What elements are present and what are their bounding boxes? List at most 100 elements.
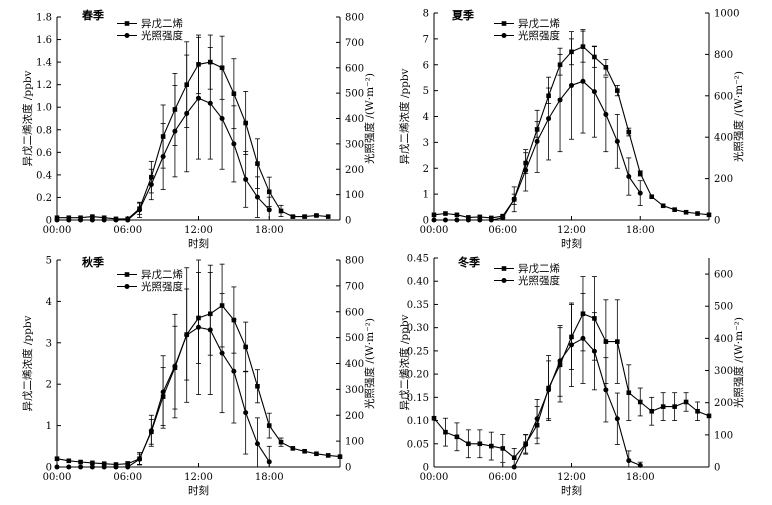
left-tick-label: 3: [46, 338, 52, 349]
left-tick-label: 0.2: [36, 193, 52, 204]
legend-circle-marker: [501, 278, 507, 283]
data-point-square: [314, 451, 319, 457]
x-tick-label: 00:00: [43, 472, 72, 483]
data-point-circle: [196, 324, 201, 330]
data-point-circle: [580, 78, 586, 84]
series-line: [57, 61, 329, 220]
legend-label: 异戊二烯: [141, 17, 183, 30]
data-point-square: [54, 456, 60, 462]
data-point-square: [695, 408, 700, 414]
x-tick-label: 18:00: [255, 225, 284, 236]
data-point-square: [278, 439, 284, 445]
season-title: 夏季: [452, 8, 475, 22]
data-point-circle: [637, 462, 643, 468]
series-light: [54, 36, 272, 223]
right-tick-label: 200: [714, 398, 733, 409]
left-tick-label: 1.6: [36, 35, 52, 46]
data-point-circle: [254, 194, 260, 200]
left-tick-label: 1.8: [36, 13, 52, 24]
data-point-circle: [101, 217, 107, 223]
x-tick-label: 12:00: [184, 472, 213, 483]
right-tick-label: 600: [345, 307, 364, 318]
data-point-circle: [603, 111, 609, 117]
data-point-circle: [219, 350, 225, 356]
data-point-circle: [569, 342, 574, 348]
data-point-circle: [231, 368, 237, 374]
left-tick-label: 0.4: [36, 170, 52, 181]
data-point-square: [672, 404, 677, 409]
data-point-circle: [243, 410, 249, 416]
season-title: 秋季: [82, 255, 105, 269]
data-point-circle: [101, 464, 107, 470]
data-point-circle: [125, 217, 131, 223]
right-tick-label: 100: [714, 430, 733, 441]
right-axis-title: 光照强度 /(W·m⁻²): [732, 71, 745, 162]
data-point-circle: [207, 327, 213, 333]
data-point-circle: [557, 358, 563, 364]
data-point-square: [477, 214, 483, 220]
right-tick-label: 600: [345, 63, 364, 74]
right-tick-label: 400: [714, 133, 733, 144]
data-point-circle: [160, 389, 166, 395]
data-point-square: [290, 214, 296, 219]
x-tick-label: 00:00: [420, 225, 449, 236]
x-tick-label: 18:00: [626, 225, 655, 236]
data-point-square: [466, 215, 471, 220]
data-point-square: [660, 404, 666, 409]
left-tick-label: 0: [46, 463, 52, 474]
left-axis-title: 异戊二烯浓度 /ppbv: [398, 68, 411, 164]
data-point-square: [615, 339, 620, 344]
right-tick-label: 0: [714, 216, 720, 227]
chart-panel-3: 0 1 2 3 4 5 0 100 200 300 400 500 600 700 800 00:00 06:0…: [21, 255, 376, 497]
left-tick-label: 3: [423, 138, 429, 149]
legend-square-marker: [501, 21, 507, 26]
left-tick-label: 0.10: [407, 416, 429, 427]
data-point-circle: [534, 416, 540, 422]
data-point-circle: [614, 138, 620, 144]
series-light: [431, 29, 643, 223]
data-point-square: [637, 399, 643, 405]
series-light: [54, 259, 272, 470]
right-axis-title: 光照强度 /(W·m⁻²): [363, 73, 376, 164]
data-point-circle: [431, 217, 437, 223]
data-point-circle: [477, 217, 483, 223]
left-axis-title: 异戊二烯浓度 /ppbv: [21, 70, 34, 166]
left-tick-label: 1.4: [36, 58, 52, 69]
chart-panel-4: 0 0.05 0.10 0.15 0.20 0.25 0.30 0.35 0.40 0.45 0 10…: [398, 254, 745, 498]
chart-panel-2: 0 1 2 3 4 5 6 7 8 0 200 400 600 800 1000 00:00 06:00 12:0…: [398, 8, 745, 250]
x-tick-label: 18:00: [626, 472, 655, 483]
legend-label: 异戊二烯: [518, 262, 560, 275]
right-tick-label: 100: [345, 190, 364, 201]
data-point-circle: [523, 441, 529, 447]
data-point-circle: [78, 217, 84, 223]
left-tick-label: 6: [423, 60, 429, 71]
right-axis-title: 光照强度 /(W·m⁻²): [363, 318, 376, 409]
legend-circle-marker: [124, 33, 130, 38]
data-point-square: [626, 129, 632, 135]
x-tick-label: 12:00: [557, 225, 586, 236]
data-point-circle: [196, 95, 201, 101]
data-point-circle: [54, 217, 60, 223]
right-tick-label: 800: [345, 13, 364, 24]
data-point-square: [243, 120, 248, 126]
data-point-circle: [89, 464, 95, 470]
x-axis-title: 时刻: [188, 484, 209, 497]
left-tick-label: 5: [46, 256, 52, 267]
right-tick-label: 500: [345, 333, 364, 344]
left-tick-label: 0.05: [407, 439, 429, 450]
data-point-square: [266, 423, 272, 428]
data-point-square: [90, 460, 95, 466]
left-tick-label: 8: [423, 9, 429, 20]
legend-square-marker: [124, 21, 130, 26]
data-point-square: [66, 458, 72, 464]
data-point-square: [488, 443, 494, 449]
data-point-circle: [591, 89, 597, 95]
data-point-square: [706, 413, 712, 419]
right-tick-label: 600: [714, 91, 733, 102]
x-tick-label: 06:00: [113, 225, 142, 236]
data-point-square: [325, 453, 331, 458]
right-tick-label: 300: [345, 139, 364, 150]
